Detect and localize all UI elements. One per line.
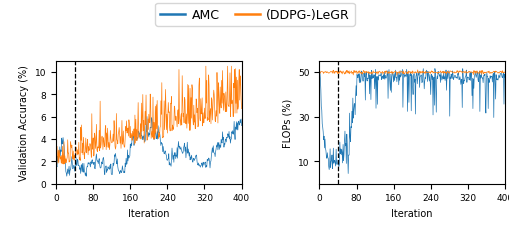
Legend: AMC, (DDPG-)LeGR: AMC, (DDPG-)LeGR	[155, 4, 354, 27]
Y-axis label: FLOPs (%): FLOPs (%)	[282, 98, 292, 147]
Y-axis label: Validation Accuracy (%): Validation Accuracy (%)	[19, 65, 29, 180]
X-axis label: Iteration: Iteration	[390, 208, 432, 218]
X-axis label: Iteration: Iteration	[128, 208, 169, 218]
